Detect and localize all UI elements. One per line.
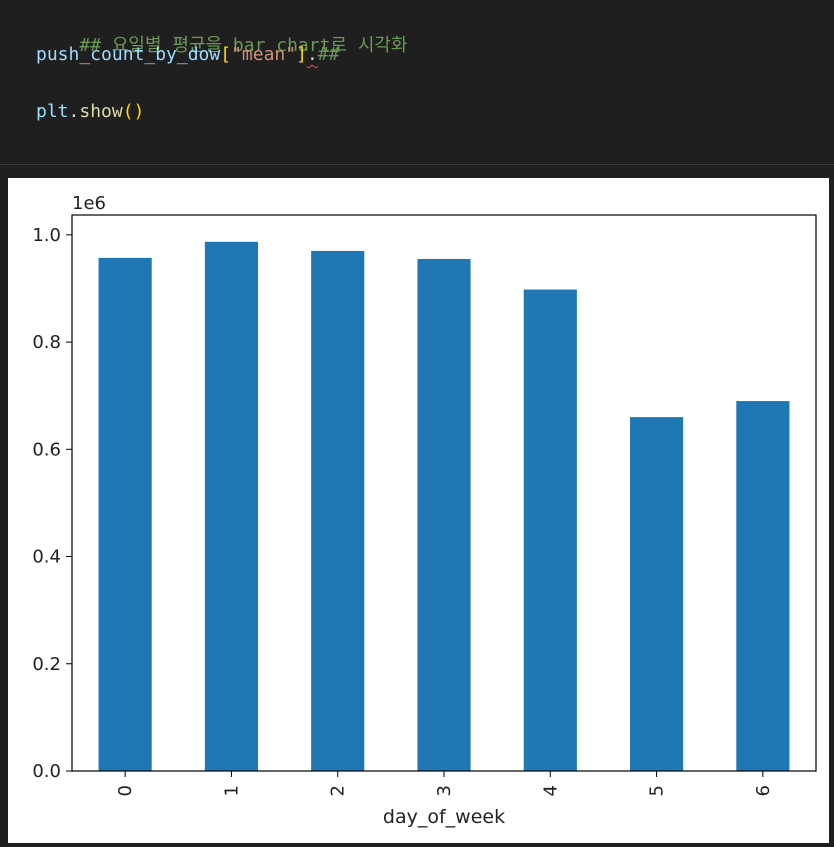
y-tick-label: 0.4 — [32, 547, 61, 568]
code-parens: () — [122, 101, 145, 122]
code-bracket-open: [ — [220, 44, 232, 65]
code-cell[interactable]: ## 요일별 평균을 bar chart로 시각화 push_count_by_… — [0, 0, 834, 165]
output-area: 0.0 0.2 0.4 0.6 0.8 1.0 0 1 2 3 4 5 6 1e6 day_of_we… — [0, 165, 834, 846]
y-tick-label: 0.2 — [32, 654, 61, 675]
code-comment: ## 요일별 평균을 bar chart로 시각화 — [79, 35, 408, 56]
bar-5 — [630, 417, 684, 771]
x-tick-label: 5 — [647, 785, 668, 796]
plot-image: 0.0 0.2 0.4 0.6 0.8 1.0 0 1 2 3 4 5 6 1e6 day_of_we… — [8, 178, 829, 843]
bar-4 — [523, 289, 577, 771]
x-axis-label: day_of_week — [383, 806, 505, 828]
code-plt: plt — [36, 101, 69, 122]
code-trailing-comment: ## — [317, 44, 340, 65]
code-function: show — [79, 101, 123, 122]
bar-0 — [98, 257, 152, 771]
code-variable: push_count_by_dow — [36, 44, 221, 65]
x-tick-label: 6 — [753, 785, 774, 796]
bar-6 — [736, 401, 790, 771]
code-line-comment: ## 요일별 평균을 bar chart로 시각화 — [36, 13, 408, 79]
code-string: "mean" — [231, 44, 297, 65]
code-line-expression: push_count_by_dow["mean"].## — [36, 44, 339, 66]
code-dot: . — [68, 101, 80, 122]
y-offset-label: 1e6 — [72, 193, 106, 214]
bar-1 — [204, 241, 258, 771]
x-tick-label: 2 — [328, 785, 349, 796]
bar-3 — [417, 258, 471, 771]
x-tick-label: 3 — [434, 785, 455, 796]
x-tick-label: 0 — [115, 785, 136, 796]
y-tick-label: 0.6 — [32, 439, 61, 460]
bar-2 — [311, 250, 365, 771]
y-tick-label: 1.0 — [32, 225, 61, 246]
code-bracket-close: ] — [296, 44, 307, 65]
y-tick-label: 0.0 — [32, 761, 61, 782]
x-tick-label: 1 — [221, 785, 242, 796]
code-line-show: plt.show() — [36, 101, 144, 123]
x-tick-label: 4 — [540, 785, 561, 796]
code-error-dot: . — [306, 44, 318, 65]
y-tick-label: 0.8 — [32, 332, 61, 353]
bar-chart: 0.0 0.2 0.4 0.6 0.8 1.0 0 1 2 3 4 5 6 1e6 day_of_we… — [32, 193, 817, 828]
